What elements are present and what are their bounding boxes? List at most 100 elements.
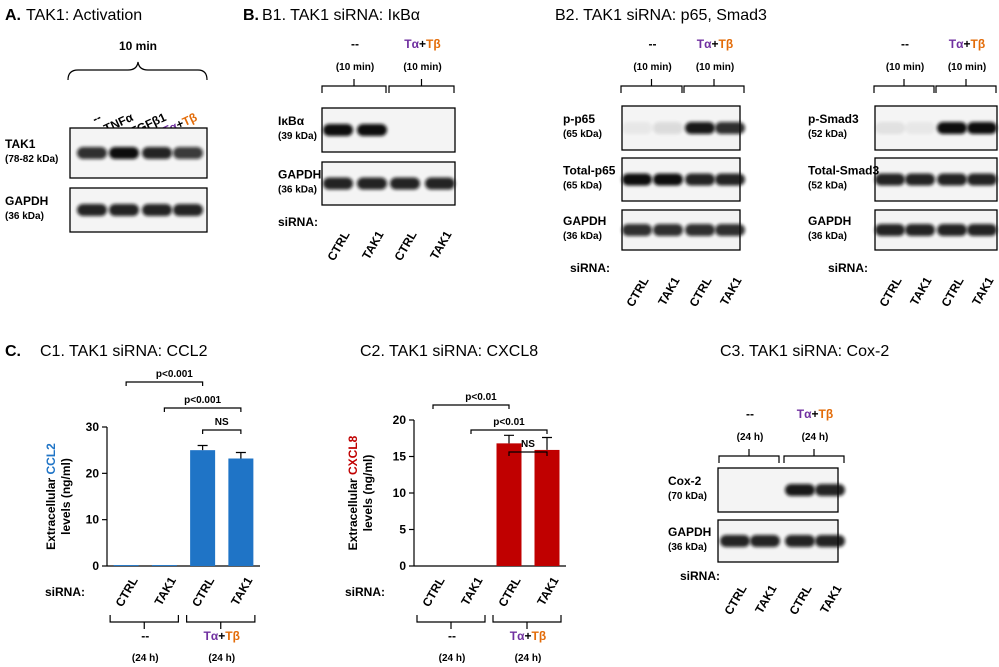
- bracket: [109, 615, 179, 629]
- label-part: Tα: [797, 407, 812, 421]
- band: [142, 147, 172, 159]
- label-part: Tβ: [180, 110, 199, 129]
- band: [653, 122, 683, 134]
- group-label: --: [448, 629, 456, 643]
- group-label: --: [141, 629, 149, 643]
- sirna-label: siRNA:: [278, 215, 318, 229]
- bracket: [683, 79, 745, 93]
- bar: [151, 565, 177, 566]
- label-part: Tα: [404, 37, 419, 51]
- row-size: (70 kDa): [668, 491, 707, 502]
- lane-label: TAK1: [359, 228, 387, 262]
- row-label: IκBα: [278, 114, 305, 128]
- group-time: (10 min): [696, 62, 734, 73]
- y-tick-label: 20: [393, 413, 407, 427]
- bracket: [718, 449, 780, 463]
- lane-label: TAK1: [427, 228, 455, 262]
- label-part: Tβ: [426, 37, 441, 51]
- y-tick-label: 10: [393, 486, 407, 500]
- row-label: Cox-2: [668, 474, 702, 488]
- lane-label: CTRL: [938, 275, 966, 310]
- group-time: (24 h): [439, 653, 466, 664]
- group-time: (10 min): [633, 62, 671, 73]
- band: [715, 122, 745, 134]
- panel-title: C3. TAK1 siRNA: Cox-2: [720, 343, 889, 360]
- band: [815, 535, 845, 547]
- group-time: (10 min): [948, 62, 986, 73]
- band: [390, 177, 420, 190]
- lane-label: CTRL: [721, 583, 749, 618]
- band: [937, 224, 967, 236]
- lane-label: TAK1: [817, 582, 845, 616]
- band: [715, 173, 745, 186]
- group-time: (10 min): [403, 62, 441, 73]
- panel-title: C1. TAK1 siRNA: CCL2: [40, 343, 208, 360]
- label-part: +: [812, 407, 819, 421]
- group-label: Tα+Tβ: [404, 37, 440, 51]
- row-size: (36 kDa): [563, 231, 602, 242]
- significance-label: p<0.01: [465, 392, 497, 403]
- band: [875, 173, 905, 186]
- label-part: Tβ: [225, 629, 240, 643]
- bracket: [388, 79, 455, 93]
- group-time: (24 h): [132, 653, 159, 664]
- lane-label: TAK1: [152, 574, 180, 608]
- panel-title: C2. TAK1 siRNA: CXCL8: [360, 343, 538, 360]
- band: [685, 173, 715, 186]
- lane-label: TAK1: [458, 574, 486, 608]
- group-label: Tα+Tβ: [949, 37, 985, 51]
- lane-label: TAK1: [228, 574, 256, 608]
- label-part: +: [712, 37, 719, 51]
- row-label: GAPDH: [668, 525, 711, 539]
- y-tick-label: 15: [393, 450, 407, 464]
- lane-label: TAK1: [969, 274, 997, 308]
- significance-label: NS: [521, 439, 535, 450]
- bracket: [321, 79, 387, 93]
- y-tick-label: 20: [86, 466, 100, 480]
- label-part: Tα: [949, 37, 964, 51]
- band: [785, 535, 815, 547]
- sirna-label: siRNA:: [680, 569, 720, 583]
- sirna-label: siRNA:: [45, 585, 85, 599]
- error-bar: [235, 451, 246, 459]
- label-part: CCL2: [44, 443, 58, 475]
- bracket: [620, 79, 683, 93]
- row-label: GAPDH: [278, 168, 321, 182]
- band: [937, 122, 967, 134]
- group-label: --: [746, 407, 754, 421]
- band: [357, 124, 387, 136]
- row-size: (78-82 kDa): [5, 154, 58, 165]
- group-label: Tα+Tβ: [697, 37, 733, 51]
- row-size: (52 kDa): [808, 181, 847, 192]
- bracket: [935, 79, 997, 93]
- lane-label: CTRL: [686, 275, 714, 310]
- row-label: p-p65: [563, 112, 595, 126]
- y-axis-label: Extracellular CXCL8: [346, 435, 360, 550]
- bracket: [416, 615, 486, 629]
- band: [173, 204, 203, 216]
- band: [622, 122, 652, 134]
- band: [109, 147, 139, 159]
- group-time: (24 h): [802, 432, 829, 443]
- band: [653, 224, 683, 236]
- significance-line: [202, 429, 242, 434]
- band: [750, 535, 780, 547]
- band: [905, 122, 935, 134]
- y-tick-label: 0: [399, 559, 406, 573]
- y-tick-label: 5: [399, 523, 406, 537]
- y-axis-label: Extracellular CCL2: [44, 443, 58, 550]
- y-tick-label: 30: [86, 420, 100, 434]
- group-label: Tα+Tβ: [510, 629, 546, 643]
- band: [685, 224, 715, 236]
- panel-letter: C.: [5, 343, 21, 360]
- row-size: (52 kDa): [808, 129, 847, 140]
- group-time: (10 min): [336, 62, 374, 73]
- row-label: Total-Smad3: [808, 164, 879, 178]
- band: [425, 177, 455, 190]
- significance-line: [508, 451, 548, 456]
- group-label: --: [901, 37, 909, 51]
- sirna-label: siRNA:: [570, 261, 610, 275]
- time-label: 10 min: [119, 39, 157, 53]
- row-size: (65 kDa): [563, 129, 602, 140]
- bracket: [873, 79, 935, 93]
